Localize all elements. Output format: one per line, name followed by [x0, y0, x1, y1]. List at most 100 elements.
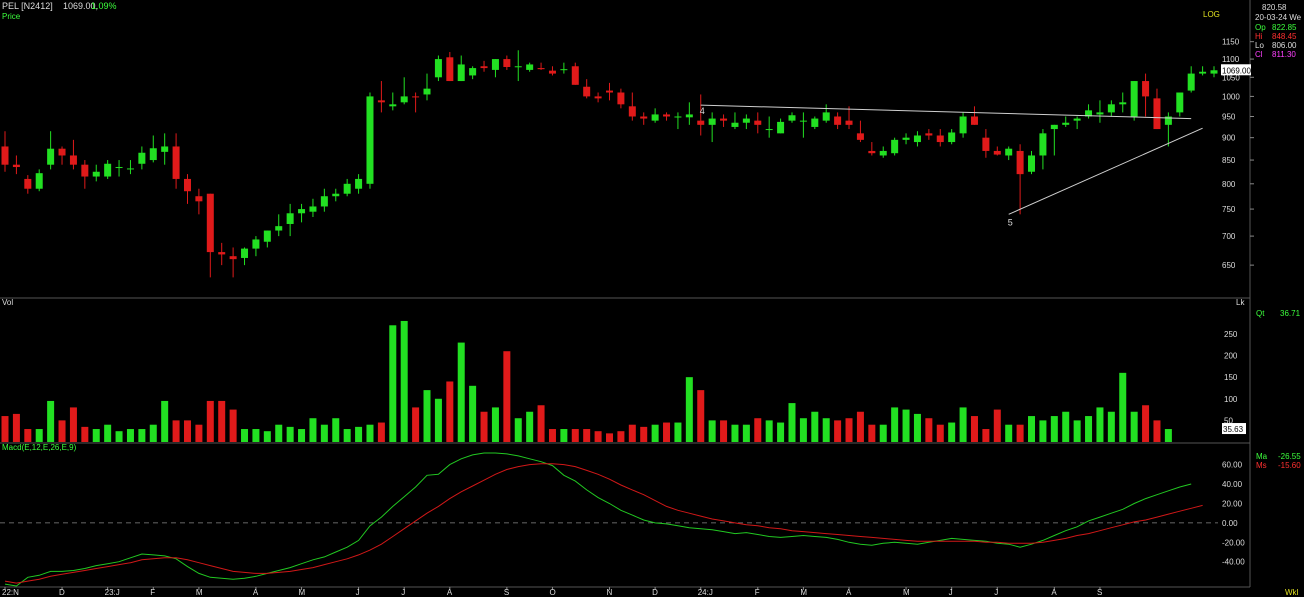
candle-body	[583, 86, 591, 97]
candle-body	[275, 226, 283, 231]
time-tick-label: M	[800, 588, 807, 597]
candle-body	[298, 209, 306, 214]
volume-bar	[606, 433, 613, 442]
volume-bar	[412, 407, 420, 442]
volume-pane-label: Vol	[2, 298, 13, 307]
volume-bar	[252, 429, 260, 442]
volume-bar	[742, 424, 750, 442]
qt-label: Qt	[1256, 309, 1265, 318]
volume-bar	[651, 424, 659, 442]
volume-bar	[286, 426, 294, 442]
volume-bar	[446, 381, 454, 442]
candle-body	[936, 135, 944, 143]
time-tick-label: A	[253, 588, 259, 597]
last-price-label: 1069.00,	[63, 1, 98, 11]
price-tick-label: 850	[1222, 156, 1236, 165]
volume-bar	[685, 377, 693, 442]
time-tick-label: J	[994, 588, 998, 597]
candle-body	[309, 206, 317, 212]
candlestick-series	[1, 50, 1218, 278]
candle-body	[469, 68, 477, 76]
time-tick-label: O	[549, 588, 555, 597]
volume-bar	[959, 407, 967, 442]
volume-bar	[58, 420, 66, 442]
volume-bar	[1119, 372, 1127, 442]
macd-lines	[4, 452, 1203, 587]
ohlc-value: 806.00	[1272, 41, 1297, 50]
ma-label: Ma	[1256, 452, 1268, 461]
candle-body	[651, 114, 659, 121]
qt-value: 36.71	[1280, 309, 1301, 318]
volume-bar	[35, 429, 43, 442]
volume-bar	[856, 411, 864, 442]
time-tick-label: M	[196, 588, 203, 597]
candle-body	[377, 100, 385, 103]
price-axis: 650 700 750 800 850 900 950 1000 1050 1100 1150	[1222, 38, 1254, 270]
candle-body	[161, 146, 169, 152]
volume-bar	[275, 424, 283, 442]
candle-body	[1176, 92, 1184, 113]
candle-body	[856, 133, 864, 140]
candle-body	[263, 230, 271, 242]
candle-body	[537, 68, 545, 70]
macd-axis: -40.00 -20.00 0.00 20.00 40.00 60.00	[1222, 461, 1245, 567]
time-tick-label: M	[299, 588, 306, 597]
volume-bar	[548, 429, 556, 442]
candle-body	[799, 120, 807, 122]
candle-body	[126, 168, 134, 170]
candle-body	[970, 116, 978, 125]
candle-body	[104, 163, 112, 177]
volume-bar	[206, 400, 214, 442]
volume-bar	[674, 422, 682, 442]
ohlc-date: 20-03-24 We	[1255, 13, 1302, 22]
trendlines	[700, 104, 1203, 215]
volume-bar	[948, 422, 956, 442]
volume-bar	[1039, 420, 1047, 442]
volume-tick-label: 250	[1224, 330, 1238, 339]
candle-body	[423, 88, 431, 95]
candle-body	[286, 213, 294, 224]
candle-body	[218, 252, 226, 255]
candle-body	[834, 116, 842, 125]
candle-body	[1199, 71, 1207, 74]
volume-bar	[982, 429, 990, 442]
ms-label: Ms	[1256, 461, 1267, 470]
volume-bar	[1096, 407, 1104, 442]
candle-body	[172, 146, 180, 179]
candle-body	[229, 256, 237, 260]
candle-body	[480, 66, 488, 69]
volume-bar	[617, 431, 625, 442]
ohlc-value: 811.30	[1272, 50, 1296, 59]
volume-bar	[1062, 411, 1070, 442]
time-tick-label: N	[607, 588, 613, 597]
candle-body	[24, 178, 32, 189]
time-tick-label: 22:N	[2, 588, 19, 597]
macd-pane-label: Macd(E,12,E,26,E,9)	[2, 443, 77, 452]
last-price-tag: 1069.00	[1221, 64, 1251, 76]
volume-bar	[1142, 405, 1150, 442]
candle-body	[503, 59, 511, 67]
weekly-label: Wkl	[1285, 588, 1299, 597]
volume-bar	[993, 409, 1001, 442]
candle-body	[1164, 116, 1172, 125]
candle-body	[183, 178, 191, 192]
candle-body	[1142, 81, 1150, 97]
candle-body	[1062, 122, 1070, 125]
volume-bar	[503, 351, 511, 442]
volume-bar	[708, 420, 716, 442]
candle-body	[925, 133, 933, 136]
candle-body	[606, 90, 613, 93]
ohlc-top-value: 820.58	[1262, 3, 1287, 12]
candle-body	[81, 164, 89, 177]
volume-axis: 50 100 150 200 250	[1224, 330, 1238, 425]
candle-body	[320, 196, 328, 207]
volume-bar	[218, 400, 226, 442]
volume-bar	[69, 407, 77, 442]
candle-body	[548, 70, 556, 74]
time-tick-label: D	[652, 588, 658, 597]
volume-bar	[697, 390, 705, 442]
candle-body	[446, 57, 454, 82]
candle-body	[1028, 155, 1036, 172]
ohlc-key: Cl	[1255, 50, 1263, 59]
candle-body	[731, 122, 739, 127]
